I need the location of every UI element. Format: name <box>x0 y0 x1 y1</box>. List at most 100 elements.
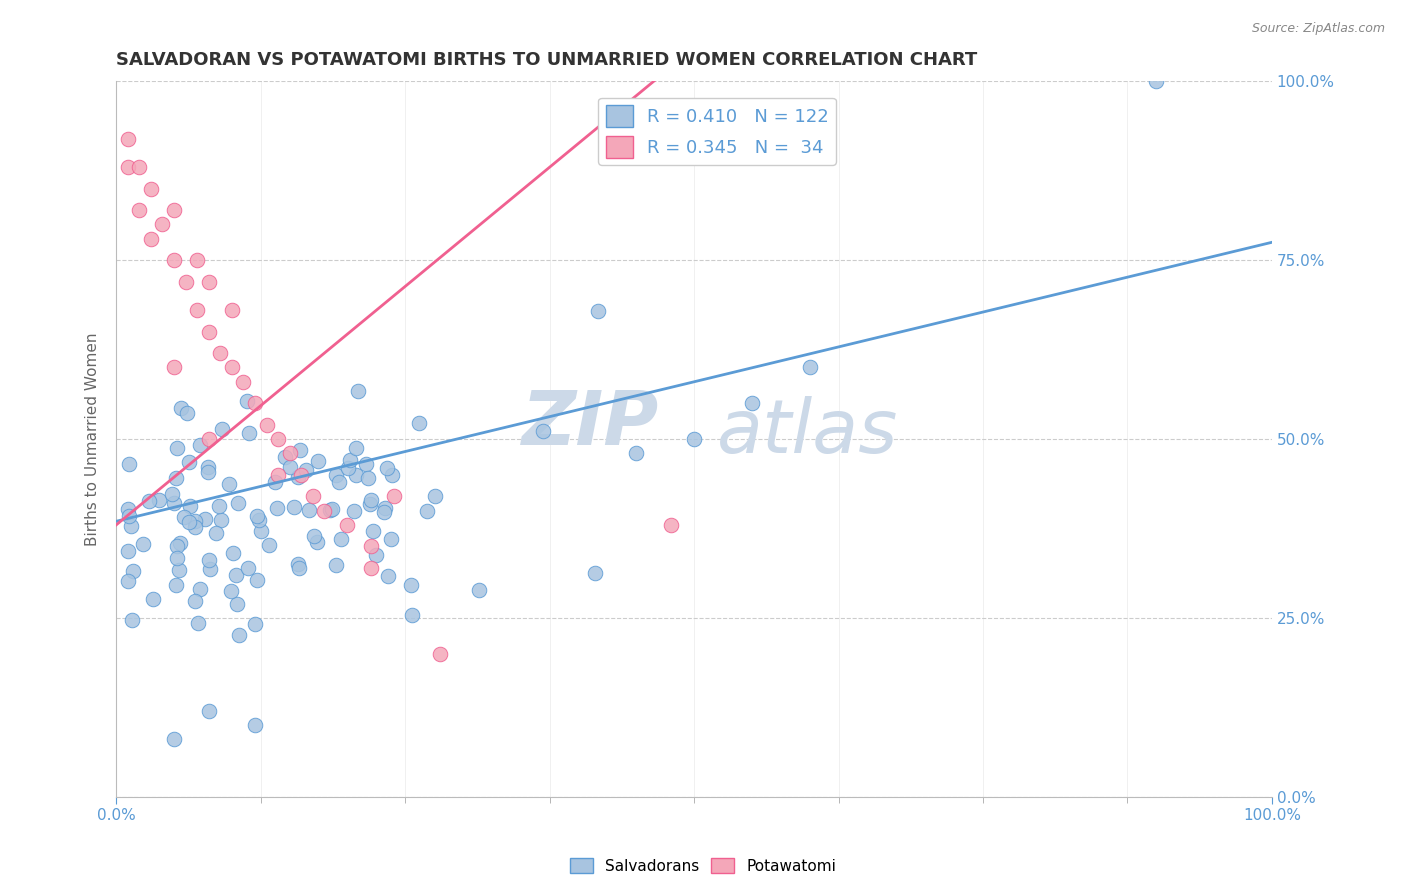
Point <box>225 567 247 582</box>
Point <box>359 497 381 511</box>
Point <box>243 396 266 410</box>
Point <box>197 275 219 289</box>
Point <box>163 360 186 375</box>
Point <box>263 475 285 489</box>
Point <box>283 500 305 514</box>
Point <box>228 627 250 641</box>
Point <box>120 518 142 533</box>
Point <box>176 406 198 420</box>
Point <box>139 181 162 195</box>
Point <box>274 450 297 464</box>
Point <box>247 513 270 527</box>
Point <box>222 546 245 560</box>
Point <box>267 432 290 446</box>
Point <box>152 218 174 232</box>
Point <box>318 503 340 517</box>
Point <box>243 718 266 732</box>
Point <box>139 232 162 246</box>
Text: atlas: atlas <box>717 396 898 468</box>
Point <box>208 499 231 513</box>
Point <box>205 526 228 541</box>
Point <box>128 203 150 218</box>
Point <box>314 503 336 517</box>
Point <box>416 504 439 518</box>
Point <box>287 469 309 483</box>
Point <box>257 538 280 552</box>
Point <box>302 529 325 543</box>
Point <box>339 453 361 467</box>
Point <box>377 569 399 583</box>
Point <box>336 517 359 532</box>
Point <box>166 540 188 554</box>
Point <box>1144 74 1167 88</box>
Point <box>118 508 141 523</box>
Point <box>218 476 240 491</box>
Text: ZIP: ZIP <box>522 388 659 461</box>
Point <box>163 496 186 510</box>
Point <box>163 732 186 747</box>
Point <box>256 417 278 432</box>
Point <box>683 432 706 446</box>
Point <box>163 203 186 218</box>
Point <box>347 384 370 399</box>
Point <box>294 462 316 476</box>
Point <box>198 553 221 567</box>
Point <box>741 396 763 410</box>
Point <box>184 520 207 534</box>
Point <box>197 325 219 339</box>
Point <box>188 582 211 596</box>
Point <box>235 394 257 409</box>
Legend: Salvadorans, Potawatomi: Salvadorans, Potawatomi <box>564 852 842 880</box>
Point <box>221 360 243 375</box>
Point <box>429 647 451 661</box>
Point <box>179 499 201 513</box>
Point <box>117 574 139 588</box>
Legend: R = 0.410   N = 122, R = 0.345   N =  34: R = 0.410 N = 122, R = 0.345 N = 34 <box>599 97 837 165</box>
Point <box>183 514 205 528</box>
Point <box>169 536 191 550</box>
Point <box>380 467 402 482</box>
Point <box>287 558 309 572</box>
Point <box>363 524 385 538</box>
Point <box>360 561 382 575</box>
Point <box>249 524 271 538</box>
Point <box>408 416 430 430</box>
Point <box>325 558 347 573</box>
Point <box>290 467 312 482</box>
Point <box>194 511 217 525</box>
Point <box>298 503 321 517</box>
Point <box>246 574 269 588</box>
Point <box>165 471 187 485</box>
Point <box>197 465 219 479</box>
Point <box>328 475 350 489</box>
Point <box>117 160 139 174</box>
Point <box>305 535 328 549</box>
Point <box>188 438 211 452</box>
Point <box>399 577 422 591</box>
Point <box>321 502 343 516</box>
Point <box>374 501 396 516</box>
Point <box>148 493 170 508</box>
Point <box>221 303 243 318</box>
Point <box>117 501 139 516</box>
Point <box>344 442 367 456</box>
Point <box>288 443 311 458</box>
Point <box>236 561 259 575</box>
Point <box>138 493 160 508</box>
Point <box>659 517 682 532</box>
Point <box>122 565 145 579</box>
Point <box>267 467 290 482</box>
Point <box>301 489 323 503</box>
Point <box>330 532 353 546</box>
Point <box>375 461 398 475</box>
Point <box>243 617 266 632</box>
Point <box>307 454 329 468</box>
Point <box>184 594 207 608</box>
Point <box>142 592 165 607</box>
Point <box>336 461 359 475</box>
Point <box>209 513 232 527</box>
Point <box>382 489 405 503</box>
Text: Source: ZipAtlas.com: Source: ZipAtlas.com <box>1251 22 1385 36</box>
Point <box>423 489 446 503</box>
Point <box>246 508 269 523</box>
